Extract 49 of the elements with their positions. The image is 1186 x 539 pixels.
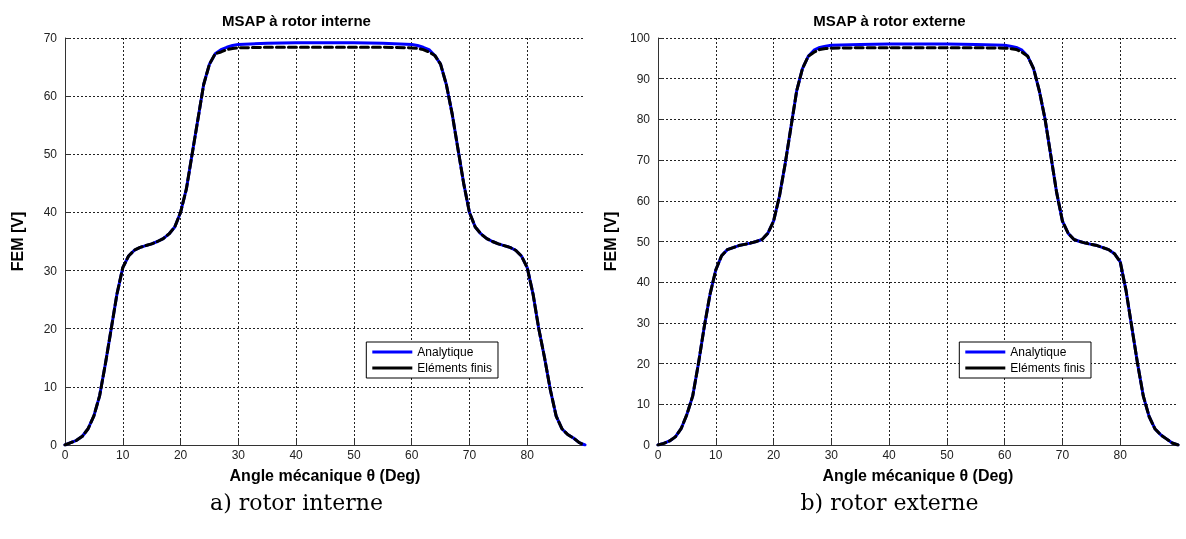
y-tick-label: 100 xyxy=(629,31,651,45)
x-tick-label: 20 xyxy=(173,448,188,462)
y-tick-label: 10 xyxy=(636,397,651,412)
x-tick-label: 10 xyxy=(116,448,130,462)
text: a) rotor interne xyxy=(209,490,384,515)
chart-title: MSAP à rotor interne xyxy=(222,12,371,29)
y-tick-label: 0 xyxy=(643,438,651,452)
y-axis-title: FEM [V] xyxy=(8,211,26,272)
y-tick-label: 40 xyxy=(43,205,58,220)
y-tick-label: 0 xyxy=(50,438,58,452)
x-tick-label: 70 xyxy=(1055,448,1070,462)
x-tick-label: 60 xyxy=(997,448,1012,462)
x-tick-label: 0 xyxy=(654,448,662,462)
y-axis-title: FEM [V] xyxy=(601,211,619,272)
y-tick-label: 60 xyxy=(43,89,58,104)
x-tick-label: 30 xyxy=(231,448,246,462)
x-tick-label: 70 xyxy=(462,448,477,462)
chart-title: MSAP à rotor externe xyxy=(813,12,966,29)
legend-label: Eléments finis xyxy=(417,361,493,375)
legend-label: Analytique xyxy=(417,345,474,359)
x-tick-label: 60 xyxy=(404,448,419,462)
y-tick-label: 30 xyxy=(636,315,651,330)
x-tick-label: 20 xyxy=(766,448,781,462)
y-tick-label: 30 xyxy=(43,263,58,278)
y-tick-label: 70 xyxy=(636,153,651,168)
x-tick-label: 50 xyxy=(940,448,954,462)
y-tick-label: 70 xyxy=(43,31,58,45)
y-tick-label: 50 xyxy=(43,147,58,162)
x-tick-label: 0 xyxy=(61,448,69,462)
x-axis-title: Angle mécanique θ (Deg) xyxy=(822,466,1014,484)
y-tick-label: 80 xyxy=(636,112,651,127)
legend-label: Analytique xyxy=(1010,345,1067,359)
y-tick-label: 90 xyxy=(636,71,651,86)
y-tick-label: 50 xyxy=(636,234,651,249)
legend-label: Eléments finis xyxy=(1010,361,1086,375)
y-tick-label: 40 xyxy=(636,275,651,290)
y-tick-label: 20 xyxy=(636,356,651,371)
x-tick-label: 80 xyxy=(1113,448,1128,462)
text: b) rotor externe xyxy=(799,490,980,515)
x-tick-label: 50 xyxy=(347,448,361,462)
x-tick-label: 30 xyxy=(824,448,839,462)
y-tick-label: 20 xyxy=(43,321,58,336)
x-tick-label: 80 xyxy=(520,448,535,462)
x-axis-title: Angle mécanique θ (Deg) xyxy=(229,466,421,484)
y-tick-label: 10 xyxy=(43,379,58,394)
x-tick-label: 40 xyxy=(289,448,304,462)
x-tick-label: 10 xyxy=(709,448,723,462)
y-tick-label: 60 xyxy=(636,193,651,208)
x-tick-label: 40 xyxy=(882,448,897,462)
